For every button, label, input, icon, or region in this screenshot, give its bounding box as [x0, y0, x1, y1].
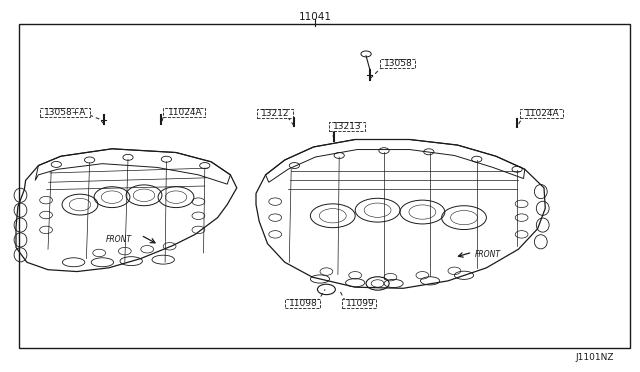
- Text: 13058: 13058: [384, 60, 413, 68]
- FancyBboxPatch shape: [380, 59, 415, 68]
- FancyBboxPatch shape: [163, 108, 205, 117]
- FancyBboxPatch shape: [285, 299, 320, 308]
- Text: 11024A: 11024A: [525, 109, 559, 118]
- Text: 11098: 11098: [289, 299, 318, 308]
- Text: 11024A: 11024A: [525, 109, 559, 118]
- Text: J1101NZ: J1101NZ: [576, 353, 614, 362]
- Text: 13058: 13058: [384, 60, 413, 68]
- Text: 13212: 13212: [261, 109, 290, 118]
- Text: FRONT: FRONT: [106, 235, 131, 244]
- FancyBboxPatch shape: [342, 299, 376, 308]
- FancyBboxPatch shape: [329, 122, 365, 131]
- Text: 11099: 11099: [346, 299, 374, 308]
- Text: 13212: 13212: [261, 109, 290, 118]
- FancyBboxPatch shape: [257, 109, 293, 118]
- Text: 13058+A: 13058+A: [44, 108, 86, 117]
- Text: 13058+A: 13058+A: [44, 108, 86, 117]
- Text: 11098: 11098: [289, 299, 318, 308]
- Text: 11024A: 11024A: [168, 108, 202, 117]
- FancyBboxPatch shape: [520, 109, 563, 118]
- Bar: [19, 24, 630, 348]
- Text: 13213: 13213: [333, 122, 362, 131]
- Text: 11041: 11041: [298, 12, 332, 22]
- Text: 13213: 13213: [333, 122, 362, 131]
- FancyBboxPatch shape: [40, 108, 90, 117]
- Text: 11099: 11099: [346, 299, 374, 308]
- Text: 11024A: 11024A: [168, 108, 202, 117]
- Text: FRONT: FRONT: [475, 250, 501, 259]
